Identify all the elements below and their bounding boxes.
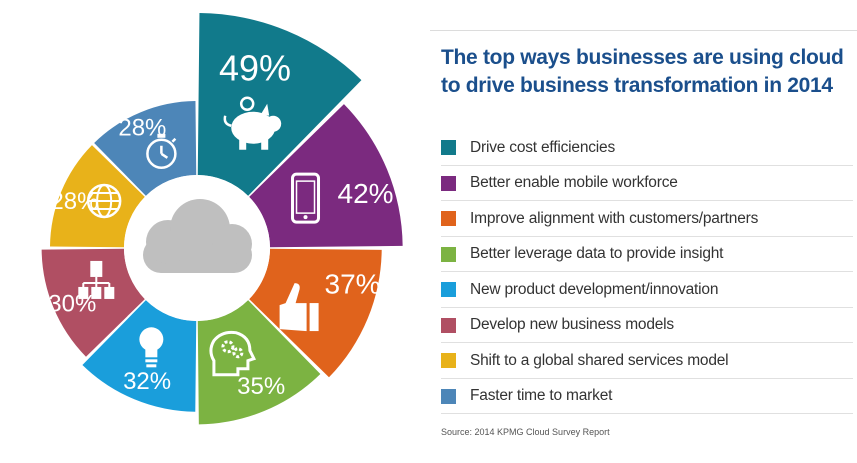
legend-item: Better leverage data to provide insight	[441, 237, 853, 273]
globe-icon	[86, 183, 122, 219]
segment-label-4: 35%	[237, 373, 285, 400]
segment-label-5: 32%	[123, 368, 171, 395]
chart-title: The top ways businesses are using cloud …	[441, 46, 844, 97]
legend-label: Shift to a global shared services model	[470, 351, 729, 369]
legend-swatch	[441, 140, 456, 156]
segment-label-7: 28%	[50, 188, 98, 215]
segment-6	[41, 248, 145, 357]
legend-label: Improve alignment with customers/partner…	[470, 209, 759, 227]
legend-label: Better leverage data to provide insight	[470, 245, 724, 263]
smartphone-icon	[291, 172, 321, 224]
segment-label-2: 42%	[338, 178, 394, 209]
lightbulb-icon	[139, 327, 164, 368]
segment-label-1: 49%	[219, 47, 291, 88]
legend-label: Faster time to market	[470, 387, 613, 405]
cloud-icon	[143, 199, 252, 273]
legend-swatch	[441, 246, 456, 262]
segment-1	[197, 13, 362, 196]
source-note: Source: 2014 KPMG Cloud Survey Report	[441, 427, 610, 437]
legend-item: Improve alignment with customers/partner…	[441, 201, 853, 237]
title-rule	[430, 30, 857, 31]
center-hub	[124, 175, 270, 321]
legend-item: Better enable mobile workforce	[441, 166, 853, 202]
legend-item: New product development/innovation	[441, 272, 853, 308]
segment-label-8: 28%	[118, 115, 166, 142]
polar-area-chart: 49% 42% 37% 35% 32% 30% 28% 28%	[41, 13, 403, 425]
legend-swatch	[441, 317, 456, 333]
thumbs-up-icon	[279, 283, 319, 332]
legend-item: Drive cost efficiencies	[441, 130, 853, 166]
legend-item: Faster time to market	[441, 379, 853, 415]
head-gears-icon	[209, 330, 257, 377]
segment-label-3: 37%	[325, 268, 381, 299]
segment-label-6: 30%	[48, 291, 96, 318]
legend-swatch	[441, 175, 456, 191]
legend-label: New product development/innovation	[470, 280, 719, 298]
piggy-bank-icon	[223, 96, 282, 150]
legend-label: Develop new business models	[470, 316, 674, 334]
segment-8	[94, 101, 197, 196]
chart-svg: 49% 42% 37% 35% 32% 30% 28% 28%	[41, 13, 403, 425]
stopwatch-icon	[146, 133, 177, 170]
segment-2	[249, 104, 403, 248]
segment-5	[82, 300, 197, 412]
legend-swatch	[441, 388, 456, 404]
legend-item: Shift to a global shared services model	[441, 343, 853, 379]
buildings-icon	[78, 260, 115, 299]
legend-swatch	[441, 211, 456, 227]
legend-item: Develop new business models	[441, 308, 853, 344]
legend-label: Better enable mobile workforce	[470, 174, 678, 192]
legend-swatch	[441, 353, 456, 369]
legend-swatch	[441, 282, 456, 298]
legend-label: Drive cost efficiencies	[470, 138, 616, 156]
legend: Drive cost efficiencies Better enable mob…	[441, 130, 853, 414]
